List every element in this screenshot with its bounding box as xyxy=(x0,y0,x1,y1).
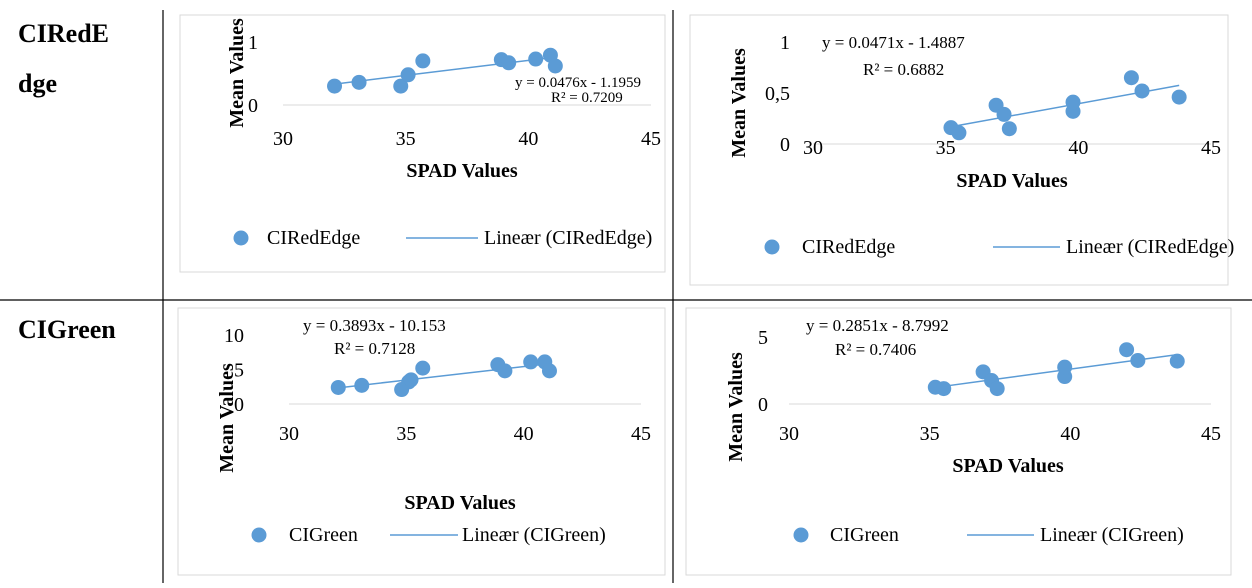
x-tick-label: 30 xyxy=(273,128,293,150)
y-tick-label: 5 xyxy=(234,360,244,382)
data-point xyxy=(1123,70,1139,86)
y-axis-title: Mean Values xyxy=(728,48,750,158)
row-label-line2: dge xyxy=(18,69,57,98)
r-squared-label: R² = 0.7128 xyxy=(334,339,415,358)
y-tick-label: 10 xyxy=(224,325,244,347)
x-tick-label: 40 xyxy=(514,423,534,445)
data-point xyxy=(523,354,539,370)
x-tick-label: 40 xyxy=(518,128,538,150)
data-point xyxy=(951,125,967,141)
legend-marker xyxy=(764,239,780,255)
x-tick-label: 35 xyxy=(936,137,956,159)
data-point xyxy=(497,363,513,379)
data-point xyxy=(327,78,343,94)
y-tick-label: 5 xyxy=(758,327,768,349)
data-point xyxy=(1169,353,1185,369)
x-tick-label: 45 xyxy=(631,423,651,445)
trend-equation: y = 0.0471x - 1.4887 xyxy=(822,33,965,52)
legend-marker xyxy=(233,230,249,246)
x-axis-title: SPAD Values xyxy=(952,455,1064,477)
chart-frame-3 xyxy=(177,307,666,576)
row-label-line1: CIRedE xyxy=(18,19,109,48)
x-axis-title: SPAD Values xyxy=(406,160,518,182)
x-tick-label: 40 xyxy=(1068,137,1088,159)
chart-frame-2 xyxy=(689,14,1229,286)
y-tick-label: 0,5 xyxy=(765,83,790,105)
trend-equation: y = 0.3893x - 10.153 xyxy=(303,316,446,335)
y-axis-title: Mean Values xyxy=(226,18,248,128)
x-tick-label: 30 xyxy=(803,137,823,159)
data-point xyxy=(541,363,557,379)
data-point xyxy=(1065,94,1081,110)
y-axis-title: Mean Values xyxy=(725,352,747,462)
trend-equation: y = 0.2851x - 8.7992 xyxy=(806,316,949,335)
legend-marker-label: CIGreen xyxy=(830,524,899,546)
data-point xyxy=(996,106,1012,122)
y-tick-label: 0 xyxy=(758,394,768,416)
y-tick-label: 0 xyxy=(248,95,258,117)
data-point xyxy=(547,58,563,74)
x-tick-label: 35 xyxy=(396,423,416,445)
y-tick-label: 0 xyxy=(234,394,244,416)
data-point xyxy=(528,51,544,67)
legend-line-label: Lineær (CIRedEdge) xyxy=(484,227,652,249)
legend-marker xyxy=(251,527,267,543)
data-point xyxy=(400,67,416,83)
r-squared-label: R² = 0.7209 xyxy=(551,90,623,106)
legend-line-label: Lineær (CIGreen) xyxy=(462,524,606,546)
x-tick-label: 45 xyxy=(641,128,661,150)
legend-marker xyxy=(793,527,809,543)
x-axis-title: SPAD Values xyxy=(404,492,516,514)
data-point xyxy=(1130,352,1146,368)
data-point xyxy=(415,53,431,69)
data-point xyxy=(1001,121,1017,137)
data-point xyxy=(1134,83,1150,99)
data-point xyxy=(330,379,346,395)
chart-2: 30 35 40 45 0 0,5 1 y = 0.0471x - 1.4887 R² = 0.… xyxy=(728,32,1234,258)
data-point xyxy=(501,55,517,71)
row-label-cigreen: CIGreen xyxy=(18,315,116,344)
y-tick-label: 0 xyxy=(780,134,790,156)
data-point xyxy=(403,372,419,388)
x-tick-label: 45 xyxy=(1201,423,1221,445)
trend-equation: y = 0.0476x - 1.1959 xyxy=(515,75,641,91)
x-tick-label: 40 xyxy=(1060,423,1080,445)
legend-marker-label: CIRedEdge xyxy=(802,236,895,258)
data-point xyxy=(354,377,370,393)
data-point xyxy=(1057,359,1073,375)
data-point xyxy=(989,381,1005,397)
y-tick-label: 1 xyxy=(248,32,258,54)
x-tick-label: 35 xyxy=(396,128,416,150)
trend-line xyxy=(334,56,556,85)
x-tick-label: 45 xyxy=(1201,137,1221,159)
r-squared-label: R² = 0.6882 xyxy=(863,60,944,79)
x-axis-title: SPAD Values xyxy=(956,170,1068,192)
x-tick-label: 30 xyxy=(779,423,799,445)
y-axis-title: Mean Values xyxy=(216,363,238,473)
x-tick-label: 35 xyxy=(920,423,940,445)
legend-marker-label: CIRedEdge xyxy=(267,227,360,249)
chart-frame-4 xyxy=(685,307,1232,576)
chart-4: 30 35 40 45 0 5 y = 0.2851x - 8.7992 R² = 0.740… xyxy=(725,316,1221,546)
chart-3: 30 35 40 45 0 5 10 y = 0.3893x - 10.153 R² = 0.7… xyxy=(216,316,651,546)
data-point xyxy=(1119,342,1135,358)
legend-line-label: Lineær (CIGreen) xyxy=(1040,524,1184,546)
y-tick-label: 1 xyxy=(780,32,790,54)
data-point xyxy=(936,381,952,397)
trend-line xyxy=(338,362,550,389)
legend-marker-label: CIGreen xyxy=(289,524,358,546)
data-point xyxy=(415,360,431,376)
data-point xyxy=(1171,89,1187,105)
r-squared-label: R² = 0.7406 xyxy=(835,340,916,359)
data-point xyxy=(393,78,409,94)
data-point xyxy=(351,74,367,90)
x-tick-label: 30 xyxy=(279,423,299,445)
legend-line-label: Lineær (CIRedEdge) xyxy=(1066,236,1234,258)
chart-frame-1 xyxy=(179,14,666,273)
